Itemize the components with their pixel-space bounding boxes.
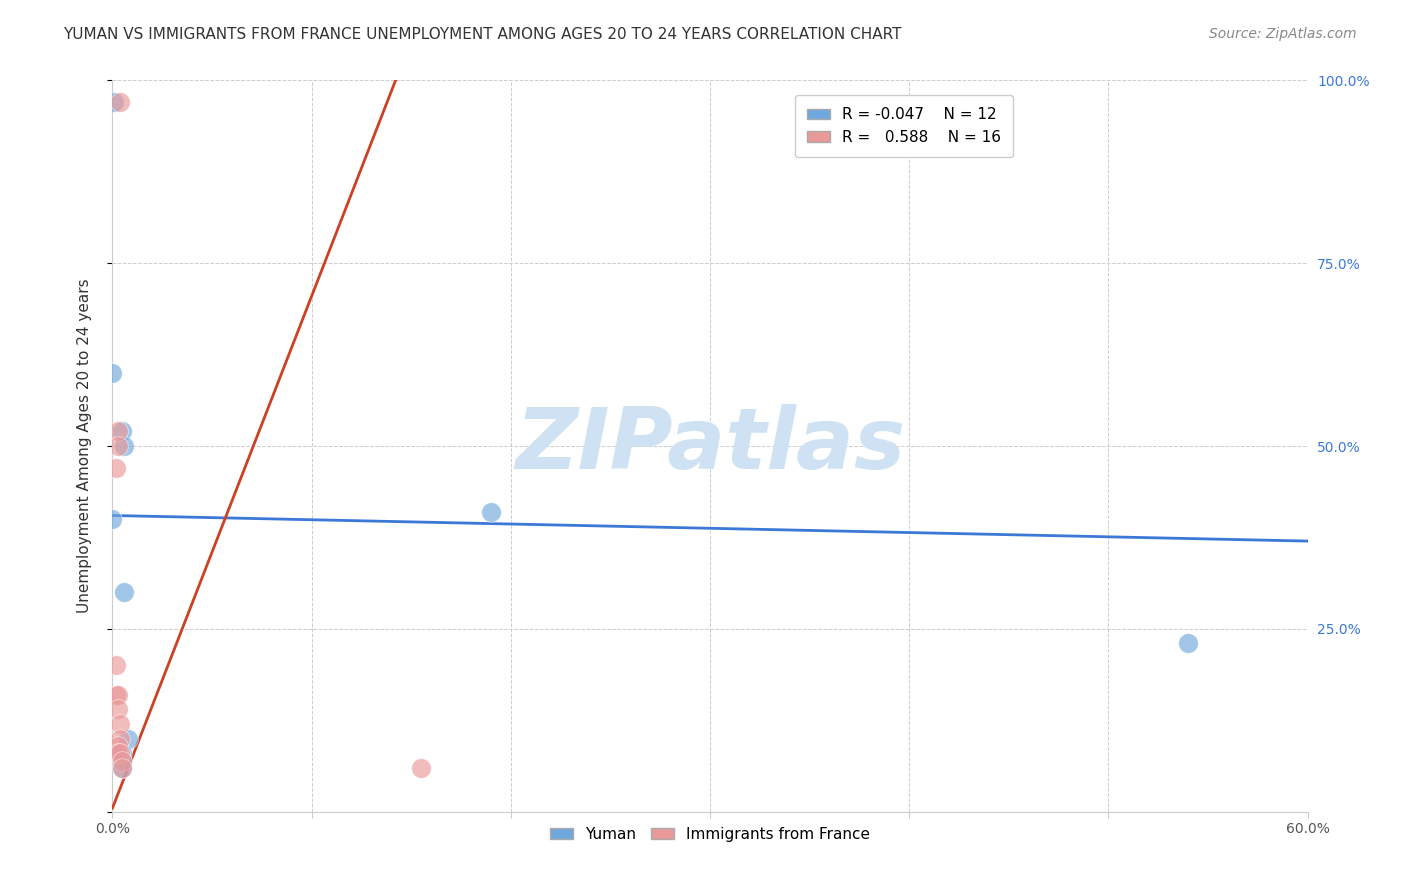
Point [114, 439, 135, 453]
Point [107, 425, 129, 439]
Y-axis label: Unemployment Among Ages 20 to 24 years: Unemployment Among Ages 20 to 24 years [77, 278, 91, 614]
Point [107, 739, 129, 753]
Point [111, 425, 134, 439]
Point [110, 95, 132, 110]
Point [111, 746, 134, 760]
Point [107, 702, 129, 716]
Point [1177, 636, 1199, 650]
Point [107, 688, 129, 702]
Point [101, 512, 124, 526]
Point [105, 461, 128, 475]
Point [117, 731, 139, 746]
Point [111, 761, 134, 775]
Text: ZIPatlas: ZIPatlas [515, 404, 905, 488]
Point [103, 95, 125, 110]
Point [114, 585, 135, 599]
Point [110, 731, 132, 746]
Point [479, 505, 502, 519]
Point [110, 746, 132, 760]
Point [111, 754, 134, 768]
Text: YUMAN VS IMMIGRANTS FROM FRANCE UNEMPLOYMENT AMONG AGES 20 TO 24 YEARS CORRELATI: YUMAN VS IMMIGRANTS FROM FRANCE UNEMPLOY… [63, 27, 901, 42]
Point [105, 688, 128, 702]
Point [101, 366, 124, 380]
Point [110, 717, 132, 731]
Legend: Yuman, Immigrants from France: Yuman, Immigrants from France [544, 821, 876, 848]
Point [107, 439, 129, 453]
Point [105, 658, 128, 673]
Point [107, 746, 129, 760]
Point [411, 761, 433, 775]
Point [111, 761, 134, 775]
Text: Source: ZipAtlas.com: Source: ZipAtlas.com [1209, 27, 1357, 41]
Point [111, 754, 134, 768]
